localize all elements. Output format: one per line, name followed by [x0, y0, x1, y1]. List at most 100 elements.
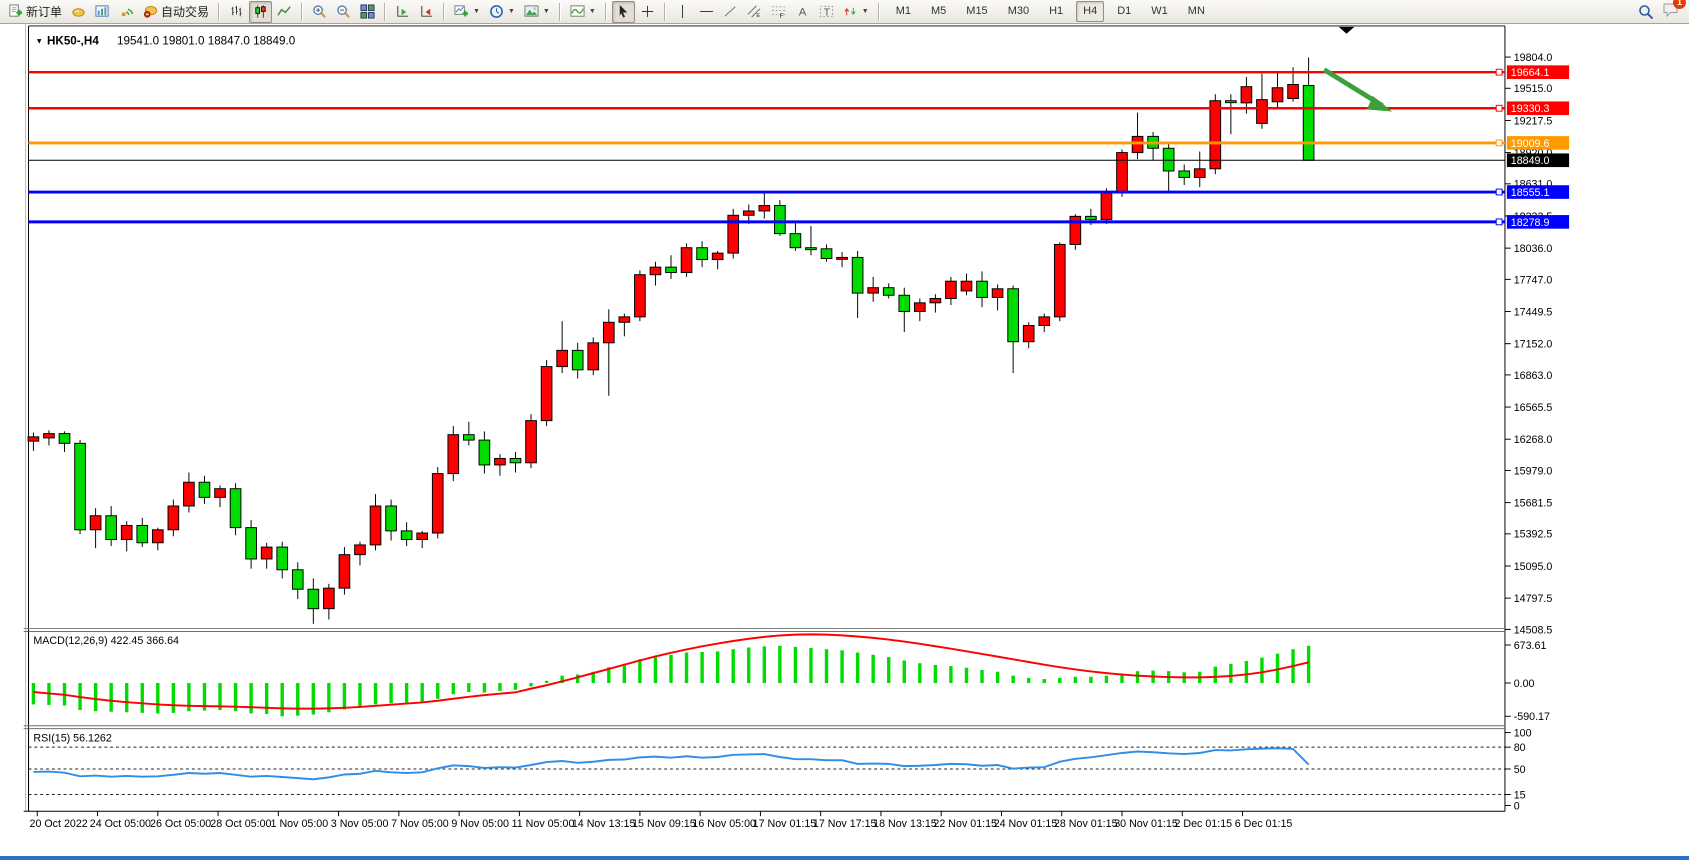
auto-scroll-button[interactable] [391, 1, 414, 23]
fibonacci-tool-button[interactable]: F [767, 1, 790, 23]
auto-trading-button[interactable]: 自动交易 [139, 1, 213, 23]
candle[interactable] [416, 532, 429, 541]
cursor-tool-button[interactable] [611, 0, 635, 23]
candle[interactable] [1038, 316, 1051, 327]
candle[interactable] [136, 524, 149, 544]
candle[interactable] [898, 294, 911, 312]
candle[interactable] [1302, 84, 1315, 161]
level-line-handle[interactable] [1495, 68, 1503, 76]
candle[interactable] [649, 266, 662, 276]
candle[interactable] [494, 457, 506, 466]
candle[interactable] [571, 349, 584, 371]
candle[interactable] [665, 266, 677, 274]
candle[interactable] [805, 247, 817, 251]
candle[interactable] [463, 434, 475, 441]
new-order-button[interactable]: 新订单 [4, 1, 66, 23]
candle[interactable] [867, 287, 880, 294]
candle[interactable] [369, 505, 382, 546]
candle[interactable] [291, 569, 304, 590]
candle[interactable] [680, 247, 693, 274]
zoom-in-button[interactable] [308, 1, 331, 23]
tf-button-D1[interactable]: D1 [1117, 5, 1132, 17]
annotation-arrow-head[interactable] [1366, 95, 1393, 112]
candle[interactable] [43, 433, 55, 439]
candle[interactable] [1085, 215, 1097, 221]
indicators-button[interactable]: ▼ [566, 1, 600, 23]
gold-button[interactable] [67, 1, 90, 23]
candle[interactable] [882, 287, 895, 296]
candle[interactable] [323, 587, 335, 610]
candle[interactable] [120, 524, 133, 541]
vertical-line-tool-button[interactable] [671, 1, 694, 23]
candle[interactable] [1240, 86, 1253, 104]
candle[interactable] [276, 546, 289, 571]
crosshair-tool-button[interactable] [636, 1, 659, 23]
tf-button-H1[interactable]: H1 [1049, 5, 1064, 17]
candle[interactable] [711, 252, 724, 261]
candle[interactable] [338, 554, 351, 589]
notifications-button[interactable]: 1 [1662, 0, 1686, 22]
tf-button-M1[interactable]: M1 [895, 5, 911, 17]
candle[interactable] [727, 214, 740, 254]
bar-chart-button[interactable] [225, 1, 248, 23]
candle[interactable] [214, 488, 226, 498]
candle[interactable] [820, 248, 833, 259]
new-chart-button[interactable]: ▼ [450, 1, 484, 23]
candle[interactable] [307, 588, 320, 610]
tf-button-M5[interactable]: M5 [931, 5, 947, 17]
candle[interactable] [758, 205, 771, 212]
level-line-handle[interactable] [1495, 104, 1503, 112]
candle[interactable] [929, 298, 942, 304]
signals-button[interactable] [115, 1, 138, 23]
market-watch-button[interactable] [91, 1, 114, 23]
candle[interactable] [447, 434, 460, 475]
tf-button-M15[interactable]: M15 [966, 5, 988, 17]
tile-windows-button[interactable] [356, 1, 379, 23]
candle[interactable] [789, 233, 802, 249]
level-line-handle[interactable] [1495, 218, 1503, 226]
search-icon[interactable] [1638, 4, 1654, 20]
candle[interactable] [354, 544, 366, 556]
candle[interactable] [509, 457, 522, 464]
channel-tool-button[interactable]: E [743, 1, 766, 23]
candle[interactable] [105, 515, 117, 541]
candle[interactable] [1209, 100, 1222, 170]
trendline-tool-button[interactable] [719, 1, 742, 23]
candle[interactable] [431, 473, 444, 534]
candle[interactable] [774, 205, 786, 235]
candle[interactable] [1256, 99, 1268, 124]
chart-shift-marker[interactable] [1338, 26, 1355, 34]
candle[interactable] [525, 420, 537, 464]
candle[interactable] [634, 274, 646, 318]
candle[interactable] [556, 349, 568, 368]
candle[interactable] [1131, 135, 1144, 154]
candle[interactable] [183, 481, 195, 507]
candle[interactable] [618, 316, 631, 323]
text-label-tool-button[interactable]: T [815, 1, 838, 23]
candle[interactable] [1162, 147, 1175, 172]
level-line-handle[interactable] [1495, 188, 1503, 196]
text-tool-button[interactable]: A [791, 1, 814, 23]
candle[interactable] [74, 442, 86, 531]
candle[interactable] [602, 321, 615, 344]
horizontal-line-tool-button[interactable] [695, 1, 718, 23]
candle[interactable] [1100, 191, 1113, 221]
candle[interactable] [913, 302, 926, 312]
chart-shift-button[interactable] [415, 1, 438, 23]
candle[interactable] [260, 546, 273, 560]
candle[interactable] [58, 433, 71, 444]
level-line-handle[interactable] [1495, 139, 1503, 147]
candle[interactable] [89, 515, 102, 531]
line-chart-button[interactable] [273, 1, 296, 23]
candle[interactable] [229, 488, 242, 529]
candle[interactable] [836, 256, 848, 260]
candle[interactable] [1271, 87, 1284, 103]
candle[interactable] [1225, 100, 1237, 104]
candle[interactable] [1116, 152, 1128, 192]
candle[interactable] [851, 256, 864, 294]
candle[interactable] [945, 280, 957, 299]
candle[interactable] [478, 439, 491, 466]
candle[interactable] [167, 505, 180, 531]
periods-button[interactable]: ▼ [485, 1, 519, 23]
candle[interactable] [696, 247, 708, 261]
